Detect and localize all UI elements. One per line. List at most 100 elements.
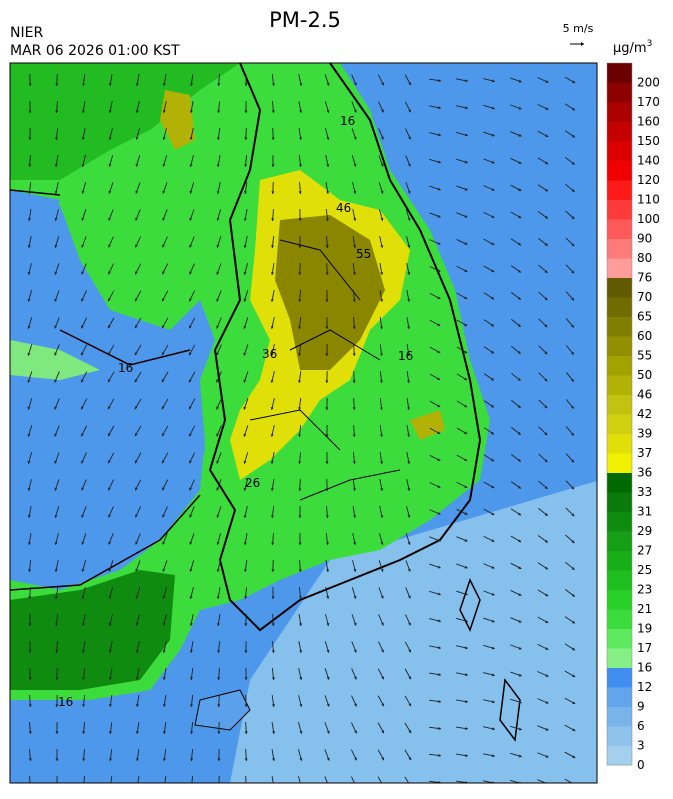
colorbar-label: 37 (637, 446, 652, 460)
colorbar-bin (607, 707, 632, 727)
colorbar-label: 29 (637, 524, 652, 538)
colorbar-bin (607, 356, 632, 376)
colorbar-bin (607, 414, 632, 434)
colorbar-bin (607, 297, 632, 317)
colorbar-bin (607, 473, 632, 493)
colorbar-label: 120 (637, 173, 660, 187)
colorbar-label: 39 (637, 427, 652, 441)
colorbar-label: 36 (637, 466, 652, 480)
colorbar-bin (607, 122, 632, 142)
wind-arrow-head (381, 784, 384, 787)
colorbar-label: 60 (637, 329, 652, 343)
wind-arrow-head (29, 785, 32, 788)
wind-scale-label: 5 m/s (563, 22, 594, 35)
wind-arrow-head (136, 785, 139, 788)
title: PM-2.5 (269, 8, 341, 32)
colorbar-label: 25 (637, 563, 652, 577)
colorbar-bin (607, 278, 632, 298)
wind-arrow-head (163, 785, 166, 788)
contour-label: 26 (245, 476, 260, 490)
colorbar-bin (607, 629, 632, 649)
wind-arrow-head (109, 785, 112, 788)
colorbar-bin (607, 83, 632, 103)
colorbar-label: 170 (637, 95, 660, 109)
contour-label: 55 (356, 247, 371, 261)
colorbar-bin (607, 180, 632, 200)
colorbar-bin (607, 375, 632, 395)
wind-arrow-head (55, 785, 58, 788)
contour-label: 46 (336, 201, 351, 215)
colorbar-label: 31 (637, 505, 652, 519)
colorbar-bin (607, 726, 632, 746)
colorbar-bin (607, 648, 632, 668)
wind-arrow-head (272, 785, 275, 788)
wind-arrow-head (217, 785, 220, 788)
colorbar-bin (607, 141, 632, 161)
colorbar-bin (607, 102, 632, 122)
wind-scale-arrow-head (581, 42, 584, 46)
colorbar-bin (607, 219, 632, 239)
colorbar-label: 80 (637, 251, 652, 265)
colorbar-bin (607, 668, 632, 688)
colorbar-bin (607, 687, 632, 707)
wind-arrow-head (299, 785, 302, 788)
contour-label: 16 (118, 361, 133, 375)
colorbar-label: 17 (637, 641, 652, 655)
colorbar-label: 100 (637, 212, 660, 226)
colorbar-label: 140 (637, 154, 660, 168)
colorbar-bin (607, 512, 632, 532)
colorbar-bin (607, 570, 632, 590)
colorbar-bin (607, 239, 632, 259)
agency: NIER (10, 25, 43, 41)
colorbar-label: 150 (637, 134, 660, 148)
colorbar-label: 160 (637, 115, 660, 129)
contour-label: 16 (398, 349, 413, 363)
unit-text: μg/m (613, 41, 647, 56)
colorbar-label: 23 (637, 583, 652, 597)
colorbar-label: 0 (637, 758, 645, 772)
wind-arrow-head (245, 785, 248, 788)
colorbar-bin (607, 395, 632, 415)
colorbar-label: 46 (637, 388, 652, 402)
colorbar-label: 3 (637, 739, 645, 753)
colorbar-bin (607, 200, 632, 220)
colorbar-label: 12 (637, 680, 652, 694)
colorbar-label: 16 (637, 661, 652, 675)
colorbar-bin (607, 258, 632, 278)
colorbar-bin (607, 746, 632, 766)
colorbar-label: 21 (637, 602, 652, 616)
colorbar-label: 55 (637, 349, 652, 363)
timestamp: MAR 06 2026 01:00 KST (10, 43, 180, 59)
contour-label: 36 (262, 347, 277, 361)
colorbar-bin (607, 590, 632, 610)
colorbar-label: 70 (637, 290, 652, 304)
colorbar-label: 65 (637, 310, 652, 324)
wind-arrow-head (408, 784, 411, 787)
colorbar-bin (607, 161, 632, 181)
colorbar-bin (607, 609, 632, 629)
colorbar-label: 110 (637, 193, 660, 207)
colorbar-label: 90 (637, 232, 652, 246)
wind-arrow-head (327, 785, 330, 788)
colorbar-bin (607, 551, 632, 571)
wind-arrow-head (82, 785, 85, 788)
colorbar-label: 9 (637, 700, 645, 714)
colorbar-label: 50 (637, 368, 652, 382)
map: 16 16 16 26 36 46 55 16 (10, 63, 600, 788)
colorbar-bin (607, 317, 632, 337)
colorbar-bin (607, 336, 632, 356)
colorbar-bin (607, 63, 632, 83)
colorbar-label: 33 (637, 485, 652, 499)
unit: μg/m3 (613, 39, 652, 56)
colorbar: 0369121617192123252729313336373942465055… (607, 63, 660, 772)
colorbar-bin (607, 492, 632, 512)
wind-arrow-head (190, 785, 193, 788)
colorbar-label: 27 (637, 544, 652, 558)
colorbar-label: 200 (637, 76, 660, 90)
colorbar-label: 19 (637, 622, 652, 636)
unit-exponent: 3 (647, 39, 653, 49)
colorbar-label: 6 (637, 719, 645, 733)
colorbar-label: 76 (637, 271, 652, 285)
colorbar-bin (607, 531, 632, 551)
